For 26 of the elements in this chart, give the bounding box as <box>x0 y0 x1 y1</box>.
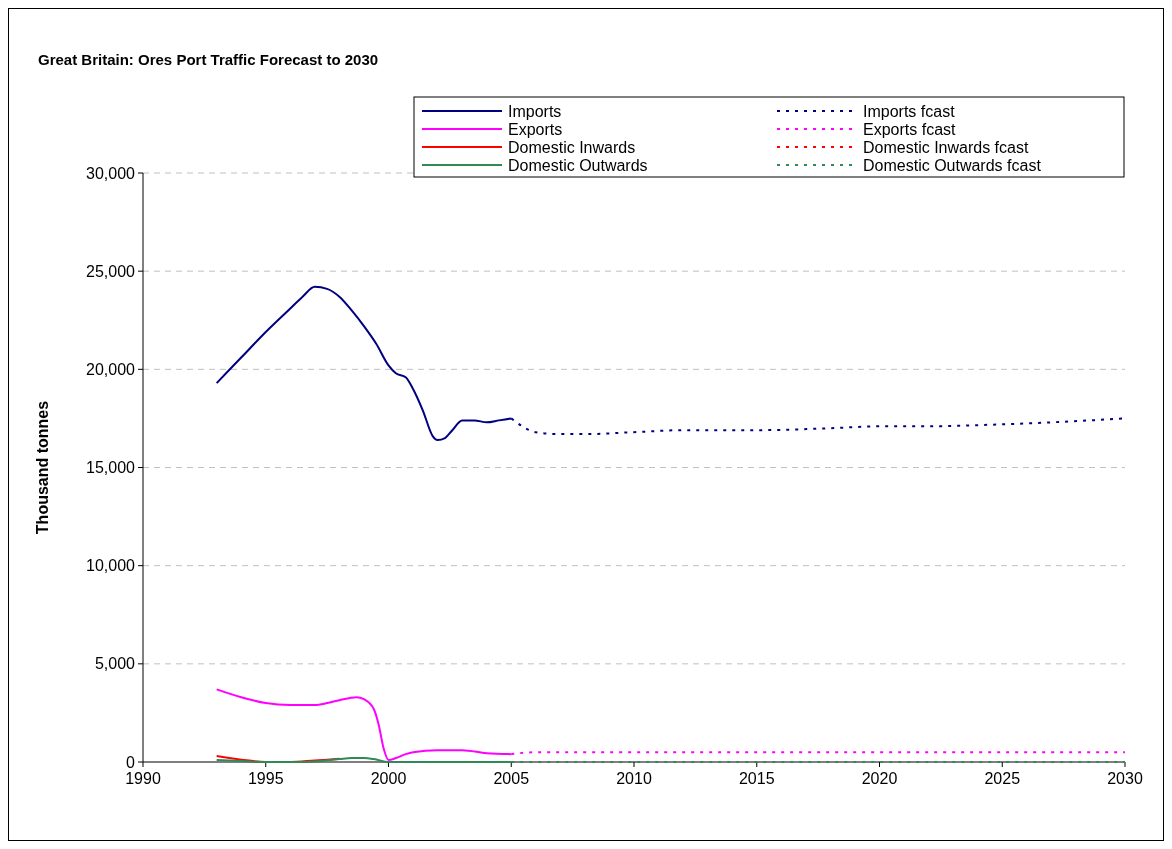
legend-label: Imports fcast <box>863 102 956 120</box>
y-axis-title: Thousand tonnes <box>34 400 51 535</box>
legend-label: Domestic Inwards <box>508 138 636 156</box>
y-tick-label: 0 <box>126 753 136 771</box>
legend-label: Domestic Outwards <box>508 156 648 174</box>
x-tick-label: 2005 <box>493 770 530 787</box>
x-tick-label: 2010 <box>616 770 652 787</box>
x-tick-label: 1995 <box>247 770 284 787</box>
legend-label: Imports <box>508 102 562 120</box>
legend-label: Domestic Outwards fcast <box>863 156 1042 174</box>
x-tick-label: 2020 <box>861 770 898 787</box>
y-tick-label: 20,000 <box>86 360 136 378</box>
y-tick-label: 10,000 <box>86 557 136 575</box>
x-tick-label: 2000 <box>370 770 407 787</box>
x-tick-label: 2015 <box>738 770 775 787</box>
x-tick-label: 1990 <box>125 770 161 787</box>
legend-label: Exports <box>508 120 563 138</box>
legend-label: Exports fcast <box>863 120 957 138</box>
y-tick-label: 5,000 <box>94 655 136 673</box>
x-tick-label: 2025 <box>984 770 1021 787</box>
y-tick-label: 15,000 <box>86 459 136 477</box>
legend-label: Domestic Inwards fcast <box>863 138 1029 156</box>
y-tick-label: 30,000 <box>86 164 136 182</box>
chart-title: Great Britain: Ores Port Traffic Forecast to 2030 <box>38 51 379 68</box>
x-tick-label: 2030 <box>1107 770 1143 787</box>
y-tick-label: 25,000 <box>86 262 136 280</box>
